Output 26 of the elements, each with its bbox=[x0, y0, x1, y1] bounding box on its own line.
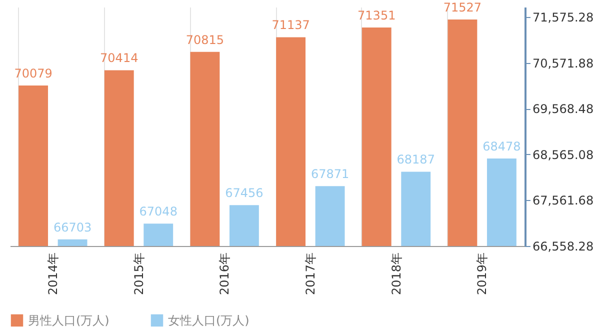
legend-label: 女性人口(万人) bbox=[168, 313, 250, 328]
data-label: 67456 bbox=[225, 186, 264, 200]
x-tick-label: 2017年 bbox=[303, 252, 318, 296]
y-tick-label: 70,571.88 bbox=[532, 56, 594, 70]
y-tick-label: 69,568.48 bbox=[532, 102, 594, 116]
data-label: 68478 bbox=[482, 139, 521, 154]
data-label: 68187 bbox=[396, 152, 435, 167]
x-tick-label: 2016年 bbox=[218, 252, 232, 296]
x-tick-label: 2015年 bbox=[132, 252, 146, 296]
data-label: 70414 bbox=[100, 51, 138, 66]
data-label: 67871 bbox=[310, 167, 350, 182]
x-tick-label: 2014年 bbox=[46, 252, 60, 296]
y-tick-label: 68,565.08 bbox=[532, 148, 594, 162]
data-label: 66703 bbox=[53, 220, 92, 234]
data-label: 71351 bbox=[358, 8, 396, 22]
y-tick-label: 66,558.28 bbox=[532, 240, 594, 254]
data-label: 70079 bbox=[14, 66, 52, 80]
data-label: 71137 bbox=[272, 18, 310, 32]
x-tick-label: 2018年 bbox=[389, 252, 404, 296]
x-tick-label: 2019年 bbox=[475, 252, 490, 296]
data-label: 67048 bbox=[139, 204, 178, 219]
y-tick-label: 67,561.68 bbox=[532, 194, 594, 208]
data-label: 71527 bbox=[443, 0, 482, 14]
y-tick-label: 71,575.28 bbox=[532, 10, 594, 25]
data-label: 70815 bbox=[186, 32, 224, 47]
legend-label: 男性人口(万人) bbox=[28, 313, 110, 328]
